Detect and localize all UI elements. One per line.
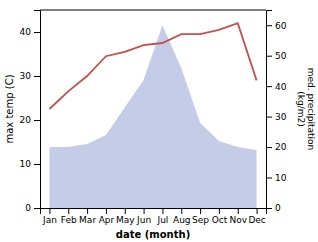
y-axis: 0 10 20 30 40 — [20, 11, 41, 214]
axis-line — [34, 11, 41, 209]
y2-label-line: (kg/m2) — [296, 91, 306, 126]
tick: Oct — [212, 208, 228, 225]
tick-label: Sep — [192, 215, 209, 225]
tick-mark — [181, 208, 182, 214]
tick-mark — [68, 208, 69, 214]
tick-mark — [34, 164, 40, 165]
tick-mark — [238, 208, 239, 214]
tick-mark — [266, 86, 272, 87]
x-axis: Jan FebMarAprMayJun Jul AugSepOctNovDec — [41, 208, 267, 225]
tick-mark — [34, 32, 40, 33]
tick-mark — [162, 208, 163, 214]
plot: Jan FebMarAprMayJun Jul AugSepOctNovDec 0 10 2… — [4, 10, 316, 240]
tick: Nov — [229, 208, 247, 225]
tick-mark — [219, 208, 220, 214]
tick: Dec — [248, 208, 265, 225]
tick-label: Feb — [61, 215, 77, 225]
tick-mark — [144, 208, 145, 214]
tick-label: 10 — [275, 173, 287, 183]
tick-label: Oct — [212, 215, 228, 225]
tick-label: 30 — [275, 112, 287, 122]
tick-label: 50 — [275, 51, 287, 61]
tick: 10 — [20, 159, 40, 169]
tick-label: 20 — [275, 142, 287, 152]
tick: 20 — [266, 142, 287, 152]
tick: May — [116, 208, 135, 225]
tick-mark — [266, 178, 272, 179]
axis-line — [267, 11, 273, 209]
y-label: max temp (C) — [4, 74, 15, 143]
tick-mark — [34, 120, 40, 121]
tick-mark — [106, 208, 107, 214]
tick-label: Jul — [156, 215, 168, 225]
x-label: date (month) — [116, 229, 190, 240]
tick: Feb — [61, 208, 77, 225]
area — [49, 25, 256, 208]
tick-mark — [266, 25, 272, 26]
tick-label: Nov — [229, 215, 247, 225]
tick-label: 60 — [275, 21, 287, 31]
tick: 10 — [266, 173, 287, 183]
frame-top — [40, 10, 266, 11]
tick: Jul — [156, 208, 168, 225]
chart: Jan FebMarAprMayJun Jul AugSepOctNovDec 0 10 2… — [0, 0, 318, 242]
tick: 60 — [266, 21, 287, 31]
tick-mark — [49, 208, 50, 214]
tick: Jan — [42, 208, 57, 225]
tick-label: Jan — [42, 215, 57, 225]
line — [49, 23, 256, 109]
tick: 0 — [25, 203, 40, 213]
y2-axis: 0 10 20 30 40 50 60 — [266, 11, 287, 214]
tick: 30 — [266, 112, 287, 122]
tick-mark — [266, 208, 272, 209]
tick: 40 — [20, 27, 40, 37]
tick-mark — [266, 117, 272, 118]
tick-mark — [125, 208, 126, 214]
tick-label: 40 — [275, 82, 287, 92]
tick-mark — [257, 208, 258, 214]
tick: 20 — [20, 115, 40, 125]
tick-mark — [34, 76, 40, 77]
marks — [49, 23, 256, 208]
tick-label: 20 — [20, 115, 32, 125]
tick-label: Aug — [173, 215, 191, 225]
tick: 30 — [20, 71, 40, 81]
tick-label: Jun — [136, 215, 151, 225]
tick: Mar — [79, 208, 96, 225]
y2-label-line: med. precipitation — [306, 68, 316, 150]
tick: Apr — [99, 208, 115, 225]
axis-line — [41, 209, 267, 215]
tick-label: Apr — [99, 215, 115, 225]
tick-mark — [266, 56, 272, 57]
tick-mark — [87, 208, 88, 214]
y2-label: med. precipitation(kg/m2) — [296, 68, 316, 150]
tick-label: Mar — [79, 215, 96, 225]
tick-label: 10 — [20, 159, 32, 169]
tick: 50 — [266, 51, 287, 61]
tick-label: May — [116, 215, 135, 225]
tick-label: 30 — [20, 71, 32, 81]
tick: 40 — [266, 82, 287, 92]
tick-mark — [34, 208, 40, 209]
tick: Jun — [136, 208, 151, 225]
tick-mark — [266, 147, 272, 148]
tick-label: 0 — [275, 203, 281, 213]
tick: Sep — [192, 208, 209, 225]
tick-label: Dec — [248, 215, 265, 225]
tick: 0 — [266, 203, 281, 213]
tick-label: 40 — [20, 27, 32, 37]
tick-mark — [200, 208, 201, 214]
tick-label: 0 — [25, 203, 31, 213]
tick: Aug — [173, 208, 191, 225]
